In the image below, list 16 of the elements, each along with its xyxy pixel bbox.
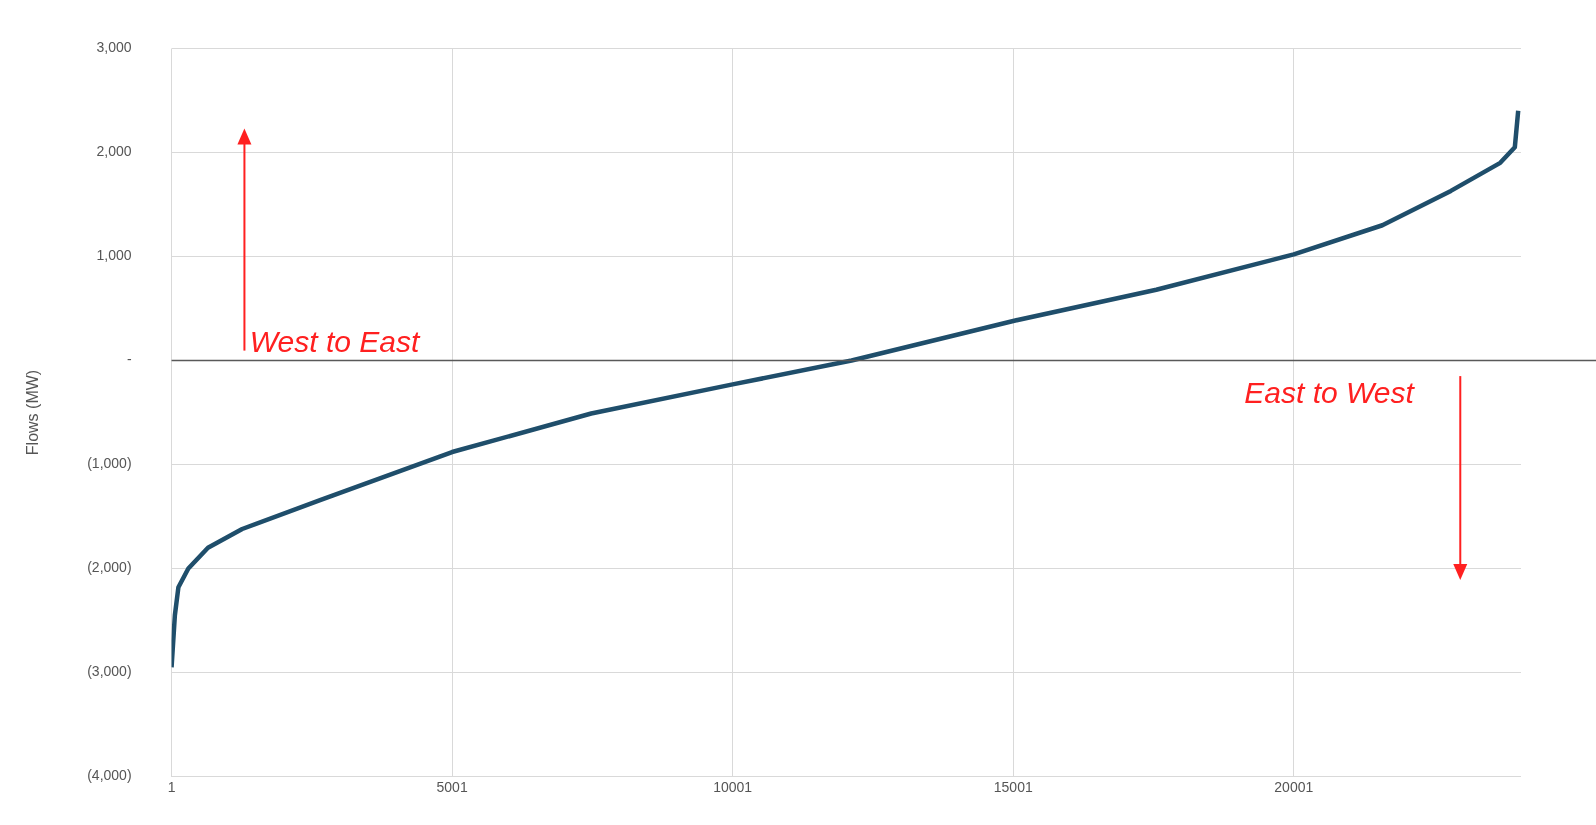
y-tick-label: (3,000)	[87, 663, 132, 680]
y-tick-label: 2,000	[96, 143, 132, 160]
y-tick-label: 3,000	[96, 39, 132, 56]
x-tick-label: 20001	[1274, 778, 1314, 795]
y-tick-label: (4,000)	[87, 767, 132, 784]
y-tick-label: (2,000)	[87, 559, 132, 576]
y-tick-label: -	[126, 351, 132, 368]
x-tick-label: 1	[167, 778, 176, 795]
x-tick-label: 15001	[993, 778, 1033, 795]
x-tick-label: 10001	[713, 778, 753, 795]
y-axis-title: Flows (MW)	[24, 369, 42, 456]
y-tick-label: (1,000)	[87, 455, 132, 472]
x-tick-label: 5001	[436, 778, 468, 795]
y-tick-label: 1,000	[96, 247, 132, 264]
annotation: East to West	[1244, 375, 1416, 409]
annotation: West to East	[249, 324, 421, 358]
